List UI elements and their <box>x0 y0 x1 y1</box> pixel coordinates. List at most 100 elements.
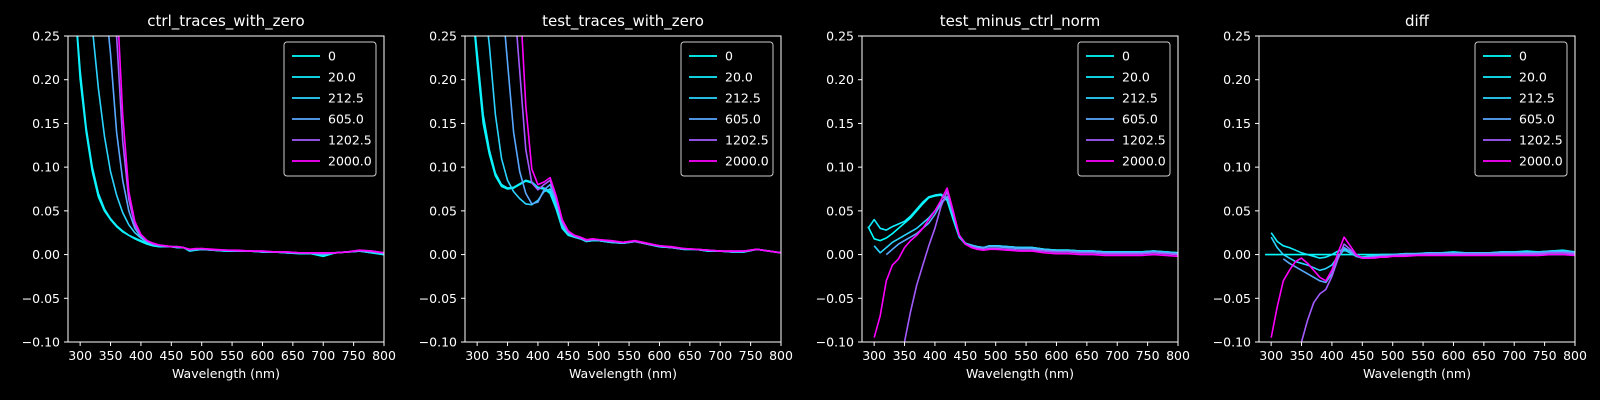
x-axis-label: Wavelength (nm) <box>569 366 677 381</box>
axes-frame <box>67 35 385 343</box>
y-tick-label: 0.00 <box>32 247 60 262</box>
y-tick-label: −0.10 <box>816 335 854 350</box>
y-tick-label: 0.15 <box>826 116 854 131</box>
legend-entry: 605.0 <box>1519 112 1555 127</box>
y-tick-label: 0.15 <box>32 116 60 131</box>
series-line-2000.0 <box>521 36 781 254</box>
legend-entry: 212.5 <box>725 91 761 106</box>
legend-entry: 20.0 <box>1122 70 1150 85</box>
y-tick-label: 0.10 <box>1223 160 1251 175</box>
x-tick-label: 600 <box>251 348 275 363</box>
x-tick-label: 500 <box>190 348 214 363</box>
chart-panel-3: test_minus_ctrl_norm Wavelength (nm) 300… <box>816 12 1190 381</box>
chart-panel-2: test_traces_with_zero Wavelength (nm) 30… <box>419 12 793 381</box>
x-axis-label: Wavelength (nm) <box>1363 366 1471 381</box>
x-tick-label: 450 <box>953 348 977 363</box>
series-line-1202.5 <box>1300 243 1575 342</box>
axes-frame <box>861 35 1179 343</box>
y-tick-label: −0.05 <box>816 291 854 306</box>
y-tick-label: 0.25 <box>1223 29 1251 44</box>
x-tick-label: 450 <box>1350 348 1374 363</box>
y-tick-label: 0.15 <box>429 116 457 131</box>
legend-entry: 605.0 <box>1122 112 1158 127</box>
y-tick-label: 0.05 <box>826 203 854 218</box>
x-tick-label: 500 <box>1381 348 1405 363</box>
x-axis-label: Wavelength (nm) <box>172 366 280 381</box>
y-tick-label: 0.20 <box>429 72 457 87</box>
x-tick-label: 400 <box>923 348 947 363</box>
legend-box <box>283 41 377 177</box>
chart-title: diff <box>1405 12 1430 30</box>
y-tick-label: 0.05 <box>1223 203 1251 218</box>
x-tick-label: 350 <box>1290 348 1314 363</box>
legend-entry: 212.5 <box>1519 91 1555 106</box>
y-tick-label: 0.00 <box>1223 247 1251 262</box>
series-line-212.5 <box>1270 236 1575 272</box>
legend: 0 20.0 212.5 605.0 1202.5 2000.0 <box>283 41 377 177</box>
y-tick-label: 0.20 <box>32 72 60 87</box>
x-tick-label: 750 <box>1533 348 1557 363</box>
y-tick-label: −0.10 <box>1213 335 1251 350</box>
y-tick-label: −0.10 <box>419 335 457 350</box>
y-tick-label: 0.05 <box>429 203 457 218</box>
x-tick-label: 800 <box>769 348 793 363</box>
legend-entry: 2000.0 <box>328 154 372 169</box>
x-tick-label: 800 <box>1563 348 1587 363</box>
x-tick-label: 800 <box>1166 348 1190 363</box>
chart-title: test_minus_ctrl_norm <box>940 12 1101 31</box>
legend-box <box>1077 41 1171 177</box>
x-tick-label: 800 <box>372 348 396 363</box>
x-tick-label: 400 <box>129 348 153 363</box>
series-line-2000.0 <box>1270 236 1575 338</box>
y-tick-label: 0.25 <box>32 29 60 44</box>
legend-entry: 1202.5 <box>328 133 372 148</box>
legend-entry: 212.5 <box>328 91 364 106</box>
legend: 0 20.0 212.5 605.0 1202.5 2000.0 <box>1077 41 1171 177</box>
x-tick-label: 550 <box>1411 348 1435 363</box>
legend: 0 20.0 212.5 605.0 1202.5 2000.0 <box>680 41 774 177</box>
x-axis-label: Wavelength (nm) <box>966 366 1074 381</box>
chart-title: test_traces_with_zero <box>542 12 704 31</box>
x-tick-label: 300 <box>1259 348 1283 363</box>
x-tick-label: 650 <box>1075 348 1099 363</box>
y-tick-label: 0.10 <box>826 160 854 175</box>
y-tick-label: 0.00 <box>826 247 854 262</box>
x-tick-label: 600 <box>1045 348 1069 363</box>
chart-panel-1: ctrl_traces_with_zero Wavelength (nm) 30… <box>22 12 396 381</box>
y-tick-label: 0.25 <box>826 29 854 44</box>
y-tick-label: 0.05 <box>32 203 60 218</box>
y-tick-label: −0.10 <box>22 335 60 350</box>
series-line-2000.0 <box>873 187 1178 338</box>
x-tick-label: 400 <box>1320 348 1344 363</box>
y-tick-label: −0.05 <box>1213 291 1251 306</box>
legend-entry: 0 <box>725 49 733 64</box>
x-tick-label: 550 <box>1014 348 1038 363</box>
legend-entry: 2000.0 <box>1519 154 1563 169</box>
legend-entry: 2000.0 <box>725 154 769 169</box>
x-tick-label: 300 <box>862 348 886 363</box>
legend-entry: 2000.0 <box>1122 154 1166 169</box>
x-tick-label: 750 <box>1136 348 1160 363</box>
legend-entry: 20.0 <box>725 70 753 85</box>
y-tick-label: 0.20 <box>1223 72 1251 87</box>
x-tick-label: 300 <box>465 348 489 363</box>
plot-area <box>76 36 384 258</box>
x-tick-label: 400 <box>526 348 550 363</box>
legend-entry: 20.0 <box>328 70 356 85</box>
x-tick-label: 350 <box>893 348 917 363</box>
x-tick-label: 350 <box>496 348 520 363</box>
axes-frame <box>464 35 782 343</box>
x-tick-label: 650 <box>281 348 305 363</box>
y-tick-label: 0.10 <box>32 160 60 175</box>
legend-entry: 0 <box>328 49 336 64</box>
legend-entry: 0 <box>1122 49 1130 64</box>
y-tick-label: 0.00 <box>429 247 457 262</box>
x-tick-label: 350 <box>99 348 123 363</box>
x-tick-label: 450 <box>556 348 580 363</box>
x-tick-label: 500 <box>587 348 611 363</box>
y-tick-label: 0.20 <box>826 72 854 87</box>
x-tick-label: 700 <box>1502 348 1526 363</box>
y-tick-label: 0.10 <box>429 160 457 175</box>
